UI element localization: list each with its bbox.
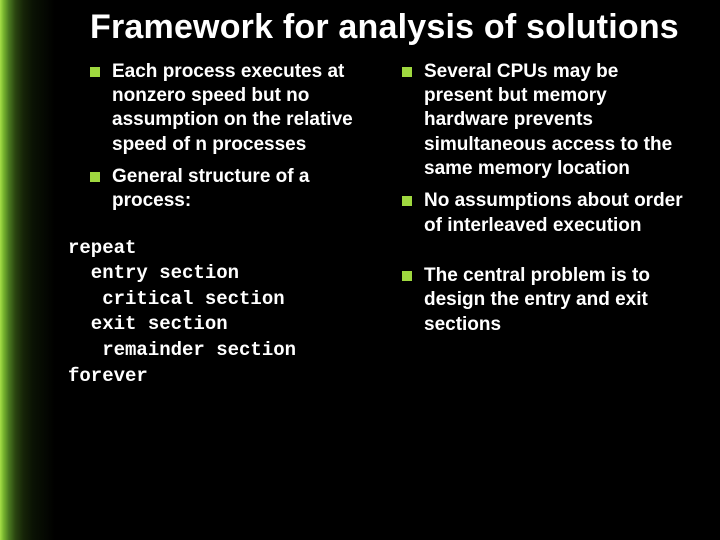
slide-content: Framework for analysis of solutions Each… <box>0 0 720 540</box>
right-column: Several CPUs may be present but memory h… <box>402 60 690 390</box>
slide-title: Framework for analysis of solutions <box>90 10 690 46</box>
left-column: Each process executes at nonzero speed b… <box>90 60 378 390</box>
emphasis: entry <box>524 289 576 310</box>
bullet-item: No assumptions about order of interleave… <box>402 189 690 238</box>
spacer <box>402 246 690 264</box>
left-bullet-list: Each process executes at nonzero speed b… <box>90 60 378 214</box>
right-bullet-list-a: Several CPUs may be present but memory h… <box>402 60 690 238</box>
bullet-item: Several CPUs may be present but memory h… <box>402 60 690 182</box>
bullet-item: General structure of a process: <box>90 165 378 214</box>
bullet-item: Each process executes at nonzero speed b… <box>90 60 378 157</box>
right-bullet-list-b: The central problem is to design the ent… <box>402 264 690 337</box>
bullet-item: The central problem is to design the ent… <box>402 264 690 337</box>
two-column-layout: Each process executes at nonzero speed b… <box>90 60 690 390</box>
code-block: repeat entry section critical section ex… <box>68 236 378 390</box>
bullet-text: and <box>576 289 615 310</box>
